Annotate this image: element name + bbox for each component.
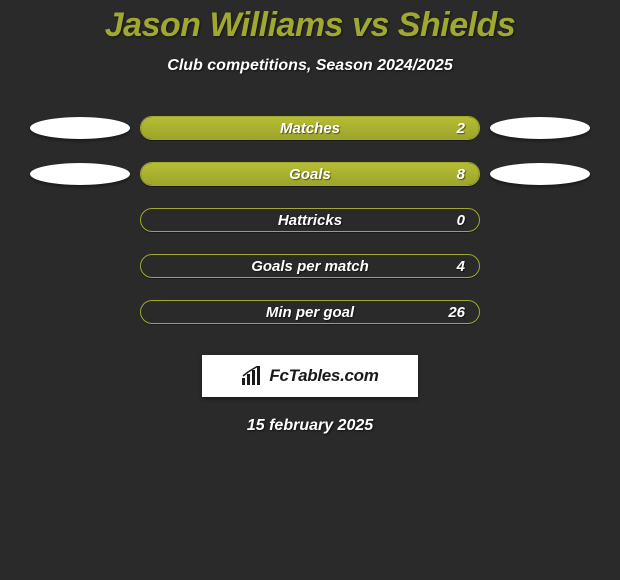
stat-right-cell [480,253,600,279]
stat-label: Goals [289,166,331,183]
date-label: 15 february 2025 [0,417,620,435]
stat-label: Goals per match [251,258,369,275]
bar-chart-icon [241,366,263,386]
stat-label: Matches [280,120,340,137]
player-right-marker [490,117,590,139]
stat-left-cell [20,161,140,187]
stat-value-right: 2 [457,120,465,137]
stat-left-cell [20,299,140,325]
brand-label: FcTables.com [269,366,378,386]
stat-value-right: 4 [457,258,465,275]
page-subtitle: Club competitions, Season 2024/2025 [0,57,620,75]
stat-bar: Hattricks 0 [140,208,480,232]
stat-row: Goals per match 4 [0,243,620,289]
stat-bar: Matches 2 [140,116,480,140]
stat-right-cell [480,115,600,141]
player-right-marker [490,163,590,185]
player-left-marker [30,117,130,139]
stat-bar: Goals 8 [140,162,480,186]
stat-left-cell [20,253,140,279]
stat-right-cell [480,299,600,325]
stat-row: Goals 8 [0,151,620,197]
player-left-marker [30,163,130,185]
stat-left-cell [20,115,140,141]
stat-value-right: 0 [457,212,465,229]
stat-label: Min per goal [266,304,354,321]
stat-bar: Goals per match 4 [140,254,480,278]
stat-bar: Min per goal 26 [140,300,480,324]
stat-row: Min per goal 26 [0,289,620,335]
stat-value-right: 8 [457,166,465,183]
stat-right-cell [480,161,600,187]
stat-left-cell [20,207,140,233]
stat-value-right: 26 [448,304,465,321]
stat-label: Hattricks [278,212,342,229]
brand-badge: FcTables.com [202,355,418,397]
page-title: Jason Williams vs Shields [0,0,620,45]
stats-container: Matches 2 Goals 8 Hattricks 0 Goals per match 4… [0,105,620,335]
stat-row: Hattricks 0 [0,197,620,243]
stat-right-cell [480,207,600,233]
stat-row: Matches 2 [0,105,620,151]
